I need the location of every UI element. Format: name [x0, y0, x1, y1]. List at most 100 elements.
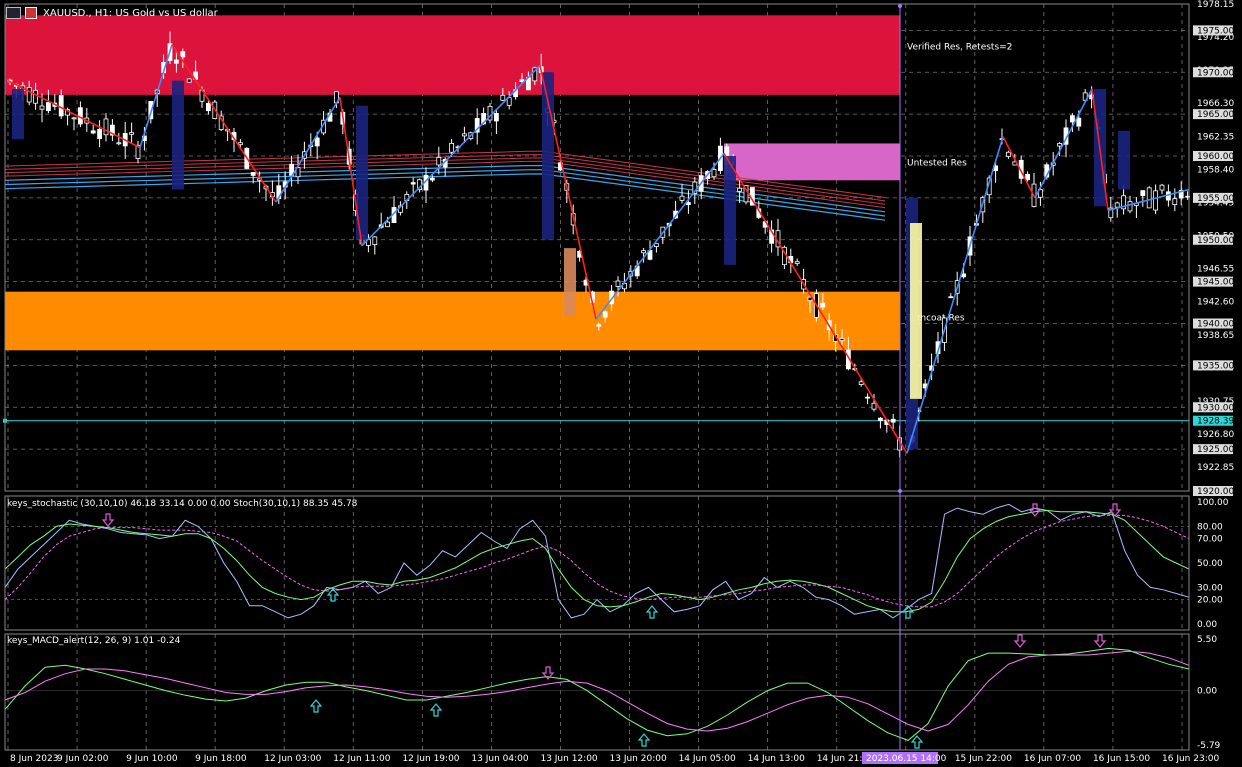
price-level-box: [1193, 67, 1233, 78]
price-level-box: [1193, 234, 1233, 245]
price-level-label: 1920.00: [1197, 487, 1234, 497]
price-tick-label: 1962.35: [1197, 132, 1234, 142]
stoch-tick-label: 30.00: [1197, 583, 1223, 593]
candle-body: [39, 105, 45, 110]
candle-body: [173, 59, 179, 64]
candle-body: [871, 402, 877, 410]
price-level-label: 1925.00: [1197, 445, 1234, 455]
arrow-down-icon: [1028, 503, 1042, 517]
candle-body: [858, 381, 864, 385]
macd-series-line: [4, 647, 1190, 741]
time-tick-label: 12 Jun 19:00: [402, 754, 459, 764]
highlight-bar: [724, 156, 736, 265]
price-tick-label: 1958.40: [1197, 165, 1234, 175]
macd-tick-label: 5.50: [1197, 635, 1217, 645]
ma-red-line: [4, 154, 886, 202]
arrow-down-icon: [1093, 634, 1107, 648]
candle-body: [1070, 115, 1075, 123]
price-level-label: 1950.00: [1197, 236, 1234, 246]
candles-layer: [7, 31, 1190, 458]
price-level-label: 1960.00: [1197, 152, 1234, 162]
highlight-bar: [12, 89, 24, 140]
zigzag-segment: [723, 153, 908, 454]
candle-body: [26, 87, 32, 103]
zigzag-segment: [1091, 88, 1109, 211]
candle-body: [372, 236, 378, 245]
zone-label: Turncoat Res: [906, 314, 965, 324]
panel-border: [4, 633, 1190, 751]
candle-body: [948, 296, 954, 299]
candle-body: [1178, 190, 1184, 199]
candle-body: [103, 118, 109, 136]
arrow-down-icon: [1013, 634, 1027, 648]
candle-body: [1038, 189, 1043, 198]
candle-body: [615, 280, 621, 287]
price-level-label: 1975.00: [1197, 26, 1234, 36]
candle-body: [71, 117, 77, 120]
highlight-bar: [564, 248, 576, 316]
price-level-label: 1965.00: [1197, 110, 1234, 120]
price-level-label: 1955.00: [1197, 194, 1234, 204]
candle-body: [1121, 195, 1126, 210]
time-tick-label: 15 Jun 22:00: [955, 754, 1012, 764]
candle-body: [90, 130, 96, 134]
zigzag-segment: [139, 44, 173, 148]
candle-body: [878, 417, 883, 421]
candle-body: [641, 250, 646, 254]
price-level-box: [1193, 402, 1233, 413]
price-tick-label: 1922.85: [1197, 463, 1234, 473]
candle-body: [186, 78, 192, 83]
zone-rect: [5, 15, 900, 95]
time-cursor-label: 2023.06.15 14:00: [866, 754, 947, 764]
candle-body: [436, 156, 442, 166]
zigzag-segment: [361, 64, 541, 247]
zigzag-segment: [7, 79, 141, 149]
time-tick-label: 9 Jun 10:00: [126, 754, 178, 764]
zigzag-segment: [539, 65, 597, 320]
price-level-box: [1193, 444, 1233, 455]
price-tick-label: 1946.55: [1197, 265, 1234, 275]
candle-body: [1185, 195, 1190, 198]
price-level-label: 1945.00: [1197, 278, 1234, 288]
candle-body: [794, 261, 800, 264]
arrow-up-icon: [637, 733, 651, 747]
stochastic-panel: 100.00 80.00 70.00 50.00 30.00 20.00 0.00: [4, 498, 1229, 630]
current-price-label: 1928.39: [1197, 417, 1234, 427]
arrow-down-icon: [1108, 503, 1122, 517]
candle-body: [474, 118, 480, 133]
candle-body: [1006, 151, 1011, 157]
candle-body: [385, 221, 391, 228]
highlight-bar: [910, 223, 922, 399]
price-tick-label: 1942.60: [1197, 298, 1234, 308]
candle-body: [116, 142, 122, 145]
candle-body: [58, 95, 64, 117]
candle-body: [135, 144, 141, 159]
candle-body: [493, 112, 499, 122]
candle-body: [110, 124, 115, 136]
highlight-bar: [1118, 130, 1130, 190]
panel-border: [4, 495, 1190, 631]
candle-body: [596, 324, 602, 327]
candle-body: [1153, 190, 1158, 211]
time-cursor-box: [862, 752, 938, 764]
current-price-box: [1193, 415, 1233, 426]
zone-label: Untested Res: [907, 158, 967, 168]
candle-body: [1025, 173, 1030, 181]
candle-body: [410, 182, 416, 185]
zigzag-segment: [275, 96, 341, 203]
macd-tick-label: -5.79: [1197, 741, 1221, 751]
highlight-bar: [542, 72, 554, 240]
time-tick-label: 16 Jun 07:00: [1024, 754, 1081, 764]
candle-body: [865, 396, 870, 399]
chart-menu-icon[interactable]: [6, 7, 21, 19]
time-tick-label: 12 Jun 11:00: [333, 754, 390, 764]
candle-body: [180, 51, 186, 58]
arrow-up-icon: [910, 735, 924, 749]
candle-body: [1172, 198, 1178, 205]
candle-body: [205, 102, 211, 112]
candle-body: [839, 337, 845, 342]
candle-body: [532, 67, 538, 82]
stoch-series-line: [4, 509, 1190, 613]
time-tick-label: 9 Jun 18:00: [195, 754, 247, 764]
